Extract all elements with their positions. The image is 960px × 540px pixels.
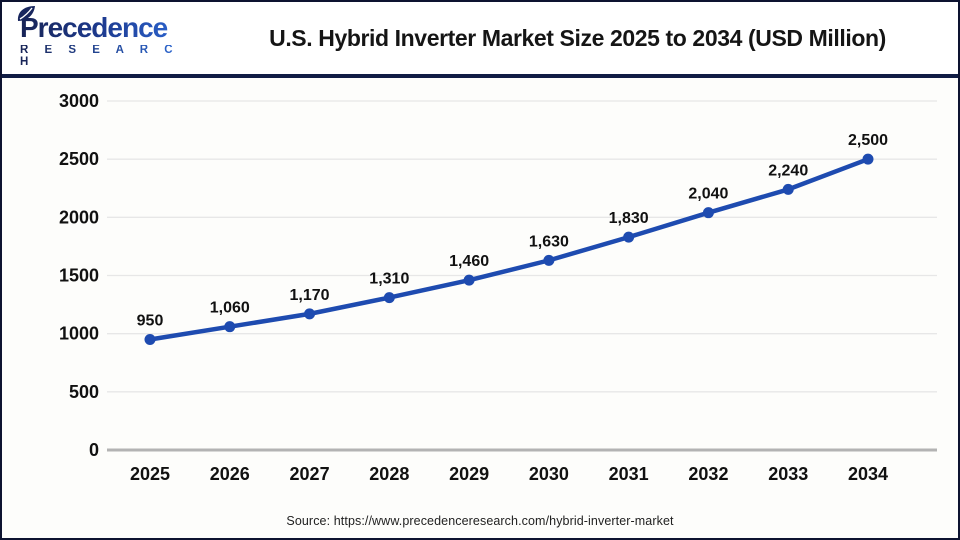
data-point-label: 2,500 (848, 132, 888, 149)
x-tick-label: 2030 (529, 464, 569, 484)
page-title: U.S. Hybrid Inverter Market Size 2025 to… (269, 24, 886, 51)
x-tick-label: 2029 (449, 464, 489, 484)
data-point-label: 1,460 (449, 253, 489, 270)
brand-name: Precedence (17, 6, 200, 42)
x-tick-label: 2031 (609, 464, 649, 484)
data-point (144, 333, 156, 345)
data-point (623, 231, 635, 243)
y-tick-label: 1500 (59, 266, 99, 286)
source-attribution: Source: https://www.precedenceresearch.c… (286, 514, 674, 528)
data-point-label: 1,830 (609, 210, 649, 227)
y-tick-label: 0 (89, 440, 99, 460)
data-point-label: 1,060 (210, 300, 250, 317)
data-point-label: 1,310 (369, 271, 409, 288)
data-point (702, 207, 714, 219)
x-tick-label: 2034 (848, 464, 888, 484)
series-line (147, 156, 871, 342)
data-point (862, 153, 874, 165)
data-point (463, 274, 475, 286)
data-point (782, 183, 794, 195)
chart-canvas: 0 500 1000 1500 2000 2500 3000 2025 2026 2027 2028… (59, 91, 937, 484)
title-wrap: U.S. Hybrid Inverter Market Size 2025 to… (2, 25, 958, 52)
x-tick-label: 2032 (688, 464, 728, 484)
line-chart: 0 500 1000 1500 2000 2500 3000 2025 2026 2027 2028… (2, 78, 958, 493)
y-tick-label: 3000 (59, 91, 99, 111)
y-tick-label: 1000 (59, 324, 99, 344)
data-point (543, 254, 555, 266)
data-point-label: 1,630 (529, 233, 569, 250)
leaf-icon (17, 6, 35, 21)
x-tick-label: 2026 (210, 464, 250, 484)
x-tick-label: 2027 (290, 464, 330, 484)
header: Precedence R E S E A R C H U.S. Hybrid I… (2, 2, 958, 78)
data-point-label: 1,170 (290, 287, 330, 304)
data-point-label: 2,240 (768, 162, 808, 179)
data-point (224, 321, 236, 333)
data-point (304, 308, 316, 320)
y-tick-label: 2000 (59, 207, 99, 227)
x-tick-label: 2025 (130, 464, 170, 484)
x-tick-label: 2033 (768, 464, 808, 484)
data-point-label: 2,040 (688, 186, 728, 203)
y-tick-label: 2500 (59, 149, 99, 169)
x-tick-label: 2028 (369, 464, 409, 484)
data-point (383, 292, 395, 304)
brand-subtitle: R E S E A R C H (20, 44, 200, 68)
brand-logo: Precedence R E S E A R C H (17, 6, 200, 68)
y-tick-label: 500 (69, 382, 99, 402)
data-point-label: 950 (137, 312, 164, 329)
